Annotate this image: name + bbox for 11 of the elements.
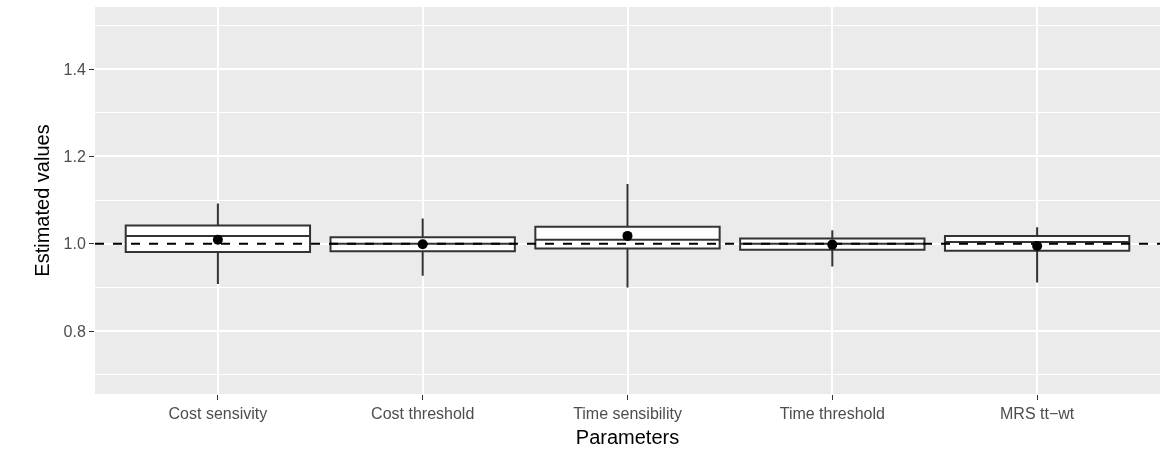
y-tick-label: 1.0 [63,235,86,253]
y-tick-label: 1.4 [63,60,86,78]
y-tick-label: 1.2 [63,147,86,165]
x-tick-label: Time threshold [779,405,885,423]
y-tick-label: 0.8 [63,322,86,340]
x-axis-title: Parameters [575,425,680,448]
y-axis-title: Estimated values [31,124,54,277]
x-tick-label: Cost threshold [371,405,475,423]
x-tick-label: MRS tt−wt [1000,405,1075,423]
x-tick-label: Cost sensivity [168,405,268,423]
x-tick-label: Time sensibility [573,405,682,423]
